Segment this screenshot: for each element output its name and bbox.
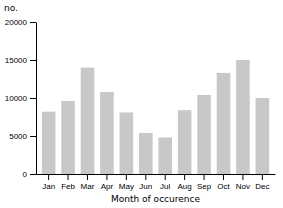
bar [236, 60, 250, 174]
x-tick: Aug [178, 174, 192, 191]
bar [158, 138, 172, 174]
x-tick: Jul [160, 174, 170, 191]
y-tick-mark [30, 22, 36, 23]
x-tick: Dec [255, 174, 269, 191]
x-tick-mark [204, 174, 205, 180]
bar [178, 110, 192, 174]
y-axis-line [36, 23, 37, 175]
x-tick-label: Oct [217, 182, 230, 191]
x-tick-mark [262, 174, 263, 180]
x-tick-mark [106, 174, 107, 180]
x-tick-label: Jul [160, 182, 170, 191]
chart: Jan Feb Mar Apr May Jun Jul Aug Sep Oct Nov Dec 0 500… [0, 0, 283, 208]
y-tick: 5000 [9, 132, 36, 141]
bar [139, 133, 153, 174]
x-tick-mark [242, 174, 243, 180]
y-tick: 20000 [5, 18, 36, 27]
y-tick-mark [30, 98, 36, 99]
x-tick: Oct [217, 174, 230, 191]
y-tick: 10000 [5, 94, 36, 103]
y-tick-label: 20000 [5, 18, 28, 27]
x-tick-mark [165, 174, 166, 180]
plot: Jan Feb Mar Apr May Jun Jul Aug Sep Oct Nov Dec 0 500… [5, 18, 276, 191]
x-tick: Mar [81, 174, 95, 191]
x-tick-label: Jun [139, 182, 152, 191]
x-tick-mark [126, 174, 127, 180]
bar [217, 73, 231, 174]
x-tick-mark [68, 174, 69, 180]
x-tick-mark [145, 174, 146, 180]
y-tick: 0 [23, 170, 36, 179]
x-axis-line [37, 174, 276, 175]
y-tick-mark [30, 136, 36, 137]
x-tick: May [119, 174, 134, 191]
x-tick-label: Aug [178, 182, 192, 191]
x-tick-label: Dec [255, 182, 269, 191]
y-tick: 15000 [5, 56, 36, 65]
x-tick-mark [87, 174, 88, 180]
y-tick-label: 0 [23, 170, 28, 179]
x-tick: Jan [42, 174, 55, 191]
bars [42, 60, 269, 174]
x-tick-label: Apr [101, 182, 114, 191]
y-tick-label: 10000 [5, 94, 28, 103]
bar [100, 92, 114, 174]
x-axis: Jan Feb Mar Apr May Jun Jul Aug Sep Oct Nov Dec [37, 174, 276, 191]
x-tick-label: Sep [197, 182, 212, 191]
x-tick-label: Nov [236, 182, 250, 191]
bar [197, 95, 211, 174]
y-tick-label: 5000 [9, 132, 27, 141]
x-axis-title: Month of occurence [111, 194, 200, 204]
x-tick: Jun [139, 174, 152, 191]
bar [256, 98, 270, 174]
x-tick-label: May [119, 182, 134, 191]
y-tick-mark [30, 174, 36, 175]
x-tick-mark [48, 174, 49, 180]
x-tick-mark [184, 174, 185, 180]
x-tick: Apr [101, 174, 114, 191]
y-tick-mark [30, 60, 36, 61]
y-axis: 0 5000 10000 15000 20000 [5, 18, 37, 179]
x-tick: Feb [61, 174, 75, 191]
x-tick-mark [223, 174, 224, 180]
y-tick-label: 15000 [5, 56, 28, 65]
bar [81, 68, 95, 174]
y-axis-title: no. [4, 3, 18, 13]
bar [120, 112, 134, 174]
x-tick: Sep [197, 174, 212, 191]
x-tick-label: Feb [61, 182, 75, 191]
bar [61, 101, 75, 174]
x-tick: Nov [236, 174, 250, 191]
x-tick-label: Jan [42, 182, 55, 191]
bar [42, 112, 56, 174]
x-tick-label: Mar [81, 182, 95, 191]
